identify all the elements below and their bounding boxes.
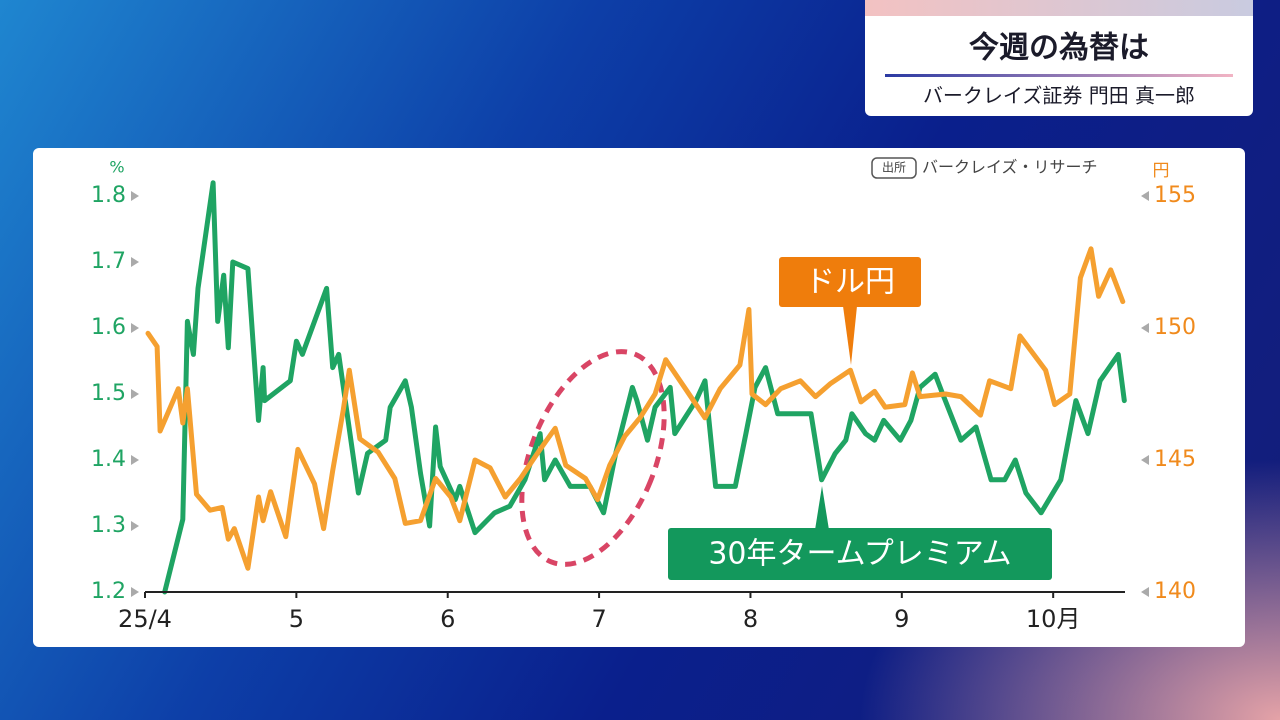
y-tick-label: 1.7 [91,249,126,274]
series-line [162,180,1127,595]
y-tick-label: 1.3 [91,513,126,538]
y2-axis-unit: 円 [1153,161,1170,181]
y-tick [131,191,139,201]
series-label: 30年タームプレミアム [708,537,1011,572]
source: バークレイズ・リサーチ [922,158,1098,177]
header-card [865,0,1253,116]
y-tick [131,587,139,597]
y-tick [131,521,139,531]
x-tick-label: 7 [591,605,606,633]
y2-tick-label: 140 [1154,579,1196,604]
y2-tick-label: 145 [1154,447,1196,472]
y2-tick [1141,455,1149,465]
callout-pointer [843,306,857,365]
y-tick-label: 1.2 [91,579,126,604]
lines [145,180,1127,595]
x-tick-label: 5 [289,605,304,633]
y-tick-label: 1.5 [91,381,126,406]
y2-tick [1141,191,1149,201]
y2-tick [1141,587,1149,597]
chart-panel [33,148,1245,647]
y2-tick [1141,323,1149,333]
callout-box [779,257,921,307]
x-tick-label: 9 [894,605,909,633]
y2-tick-label: 155 [1154,183,1196,208]
highlight-ellipse [519,349,667,567]
callout-pointer [815,486,829,530]
y-tick [131,389,139,399]
source-tag: 出所 [882,161,906,175]
y-tick [131,257,139,267]
header-rule [885,74,1233,77]
callout-box [668,528,1052,580]
x-tick-label: 8 [743,605,758,633]
y-tick [131,323,139,333]
y2-tick-label: 150 [1154,315,1196,340]
header-strip [865,0,1253,16]
series-line [145,246,1126,571]
y-tick-label: 1.8 [91,183,126,208]
y-axis-unit: % [109,158,124,177]
header-subtitle: バークレイズ証券 門田 真一郎 [923,84,1195,108]
y-tick-label: 1.4 [91,447,126,472]
header-title: 今週の為替は [969,31,1149,66]
series-label: ドル円 [805,265,895,300]
x-tick-label: 6 [440,605,455,633]
x-tick-label: 10月 [1026,605,1081,633]
source-tag-box [871,157,917,179]
y-tick-label: 1.6 [91,315,126,340]
y-tick [131,455,139,465]
x-tick-label: 25/4 [118,605,172,633]
